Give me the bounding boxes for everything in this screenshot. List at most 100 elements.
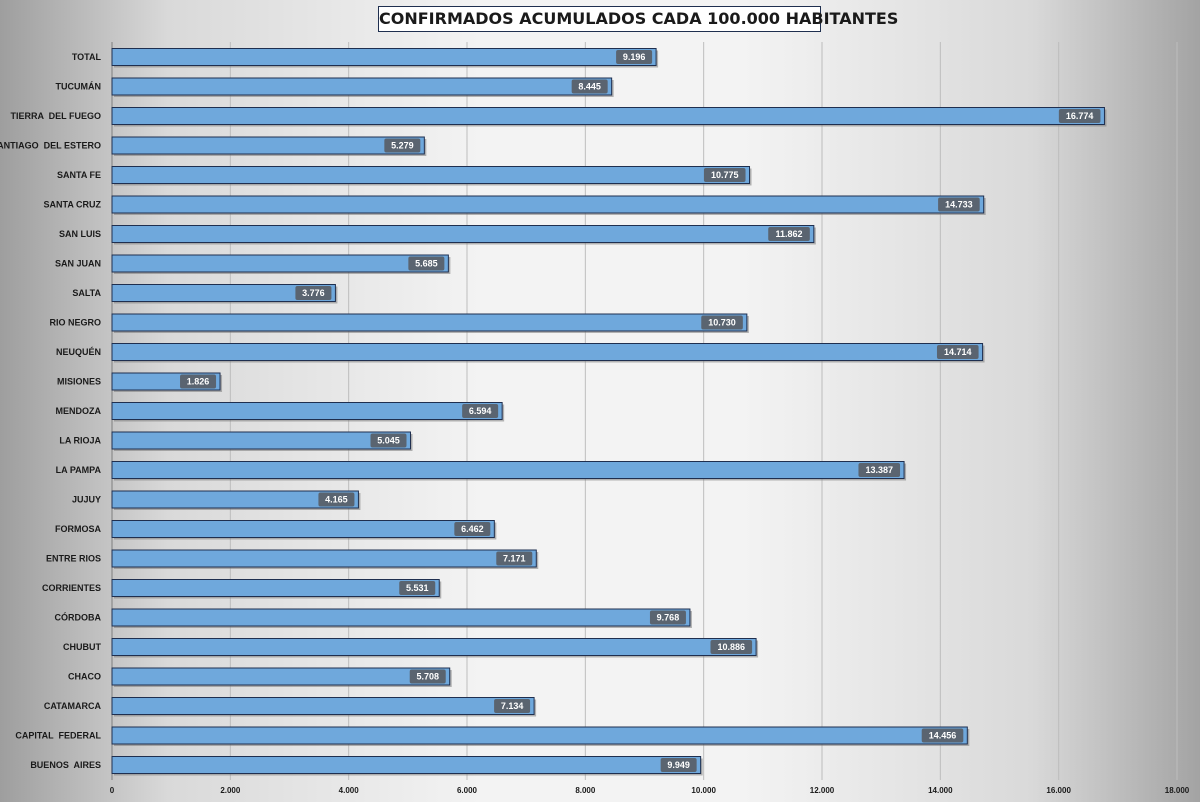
value-label-box [710, 640, 753, 654]
bar [111, 579, 440, 597]
bar [111, 166, 751, 184]
value-label: 8.445 [578, 82, 601, 92]
x-axis-ticks: 0 2.000 4.000 6.000 8.000 10.000 12.000 14.000 1… [110, 786, 1190, 795]
bar [111, 136, 425, 155]
value-label-box [384, 138, 421, 153]
value-label: 5.708 [416, 672, 439, 682]
bar [111, 313, 748, 332]
value-label: 9.768 [657, 613, 680, 623]
value-label: 6.462 [461, 524, 484, 534]
value-label-box [703, 168, 746, 182]
bar [111, 667, 451, 686]
value-label: 7.134 [501, 701, 524, 711]
value-label: 5.685 [415, 259, 438, 269]
category-label: BUENOS AIRES [30, 760, 101, 770]
x-tick-label: 2.000 [220, 786, 241, 795]
value-label: 14.733 [945, 200, 973, 210]
category-label: RIO NEGRO [49, 318, 101, 328]
value-label: 1.826 [187, 377, 210, 387]
value-label-box [571, 79, 608, 94]
bar [111, 343, 984, 361]
value-label-box [701, 315, 743, 330]
category-label: TUCUMÁN [56, 82, 102, 92]
bar [111, 726, 968, 745]
value-label-box [409, 669, 446, 684]
value-label-box [318, 492, 355, 507]
value-label: 3.776 [302, 288, 325, 298]
value-label: 9.949 [667, 760, 690, 770]
bar [111, 195, 985, 214]
category-label: CÓRDOBA [55, 612, 102, 623]
value-label-box [370, 433, 407, 448]
x-tick-label: 4.000 [339, 786, 360, 795]
value-label-box [295, 286, 332, 300]
bar [111, 490, 359, 509]
value-label-box [649, 610, 686, 625]
category-label: MISIONES [57, 377, 101, 387]
value-label-box [938, 197, 980, 212]
value-label: 11.862 [776, 229, 803, 239]
value-label-box [936, 345, 979, 359]
value-label-box [660, 758, 697, 772]
value-label: 6.594 [469, 406, 492, 416]
value-label: 5.045 [377, 436, 400, 446]
value-label: 5.531 [406, 583, 429, 593]
category-label: SANTA CRUZ [44, 200, 102, 210]
x-tick-label: 16.000 [1046, 786, 1071, 795]
category-label: SAN LUIS [59, 229, 101, 239]
category-label: FORMOSA [55, 524, 101, 534]
category-label: LA PAMPA [56, 465, 102, 475]
x-tick-label: 10.000 [691, 786, 716, 795]
value-label: 10.730 [708, 318, 736, 328]
value-label: 4.165 [325, 495, 348, 505]
category-label: SANTA FE [57, 170, 101, 180]
category-label: MENDOZA [56, 406, 102, 416]
value-label: 13.387 [865, 465, 893, 475]
category-label: SANTIAGO DEL ESTERO [0, 141, 101, 151]
category-label: CATAMARCA [44, 701, 102, 711]
value-label: 10.886 [718, 642, 746, 652]
value-label-box [462, 404, 499, 418]
category-label: JUJUY [72, 495, 101, 505]
category-label: CORRIENTES [42, 583, 101, 593]
value-label-box [408, 256, 445, 271]
category-label: SAN JUAN [55, 259, 101, 269]
value-label-box [454, 522, 491, 536]
category-label: LA RIOJA [59, 436, 101, 446]
category-label: SALTA [72, 288, 101, 298]
value-label-box [921, 728, 964, 743]
bar [111, 284, 336, 302]
bar [111, 402, 503, 420]
value-label-box [180, 374, 217, 389]
x-tick-label: 18.000 [1165, 786, 1190, 795]
value-label: 10.775 [711, 170, 739, 180]
bar [111, 520, 495, 538]
category-label: TOTAL [72, 52, 102, 62]
value-label: 7.171 [503, 554, 526, 564]
category-label: ENTRE RIOS [46, 554, 101, 564]
bar [111, 549, 537, 568]
bar [111, 225, 815, 243]
bar [111, 431, 411, 450]
x-tick-label: 6.000 [457, 786, 478, 795]
category-label: CHACO [68, 672, 101, 682]
bar [111, 756, 702, 774]
value-label-box [494, 699, 531, 713]
category-label: NEUQUÉN [56, 347, 101, 357]
category-label: TIERRA DEL FUEGO [10, 111, 101, 121]
value-label-box [496, 551, 533, 566]
value-label-box [768, 227, 810, 241]
value-label-box [399, 581, 436, 595]
category-label: CAPITAL FEDERAL [15, 731, 101, 741]
value-label-box [858, 463, 901, 477]
bar [111, 608, 691, 627]
category-labels: TOTAL TUCUMÁN TIERRA DEL FUEGO SANTIAGO DEL… [0, 52, 101, 770]
x-tick-label: 8.000 [575, 786, 596, 795]
x-tick-label: 0 [110, 786, 115, 795]
value-label-box [1058, 109, 1101, 123]
bar [111, 48, 657, 66]
value-label: 16.774 [1066, 111, 1094, 121]
bar [111, 461, 905, 479]
